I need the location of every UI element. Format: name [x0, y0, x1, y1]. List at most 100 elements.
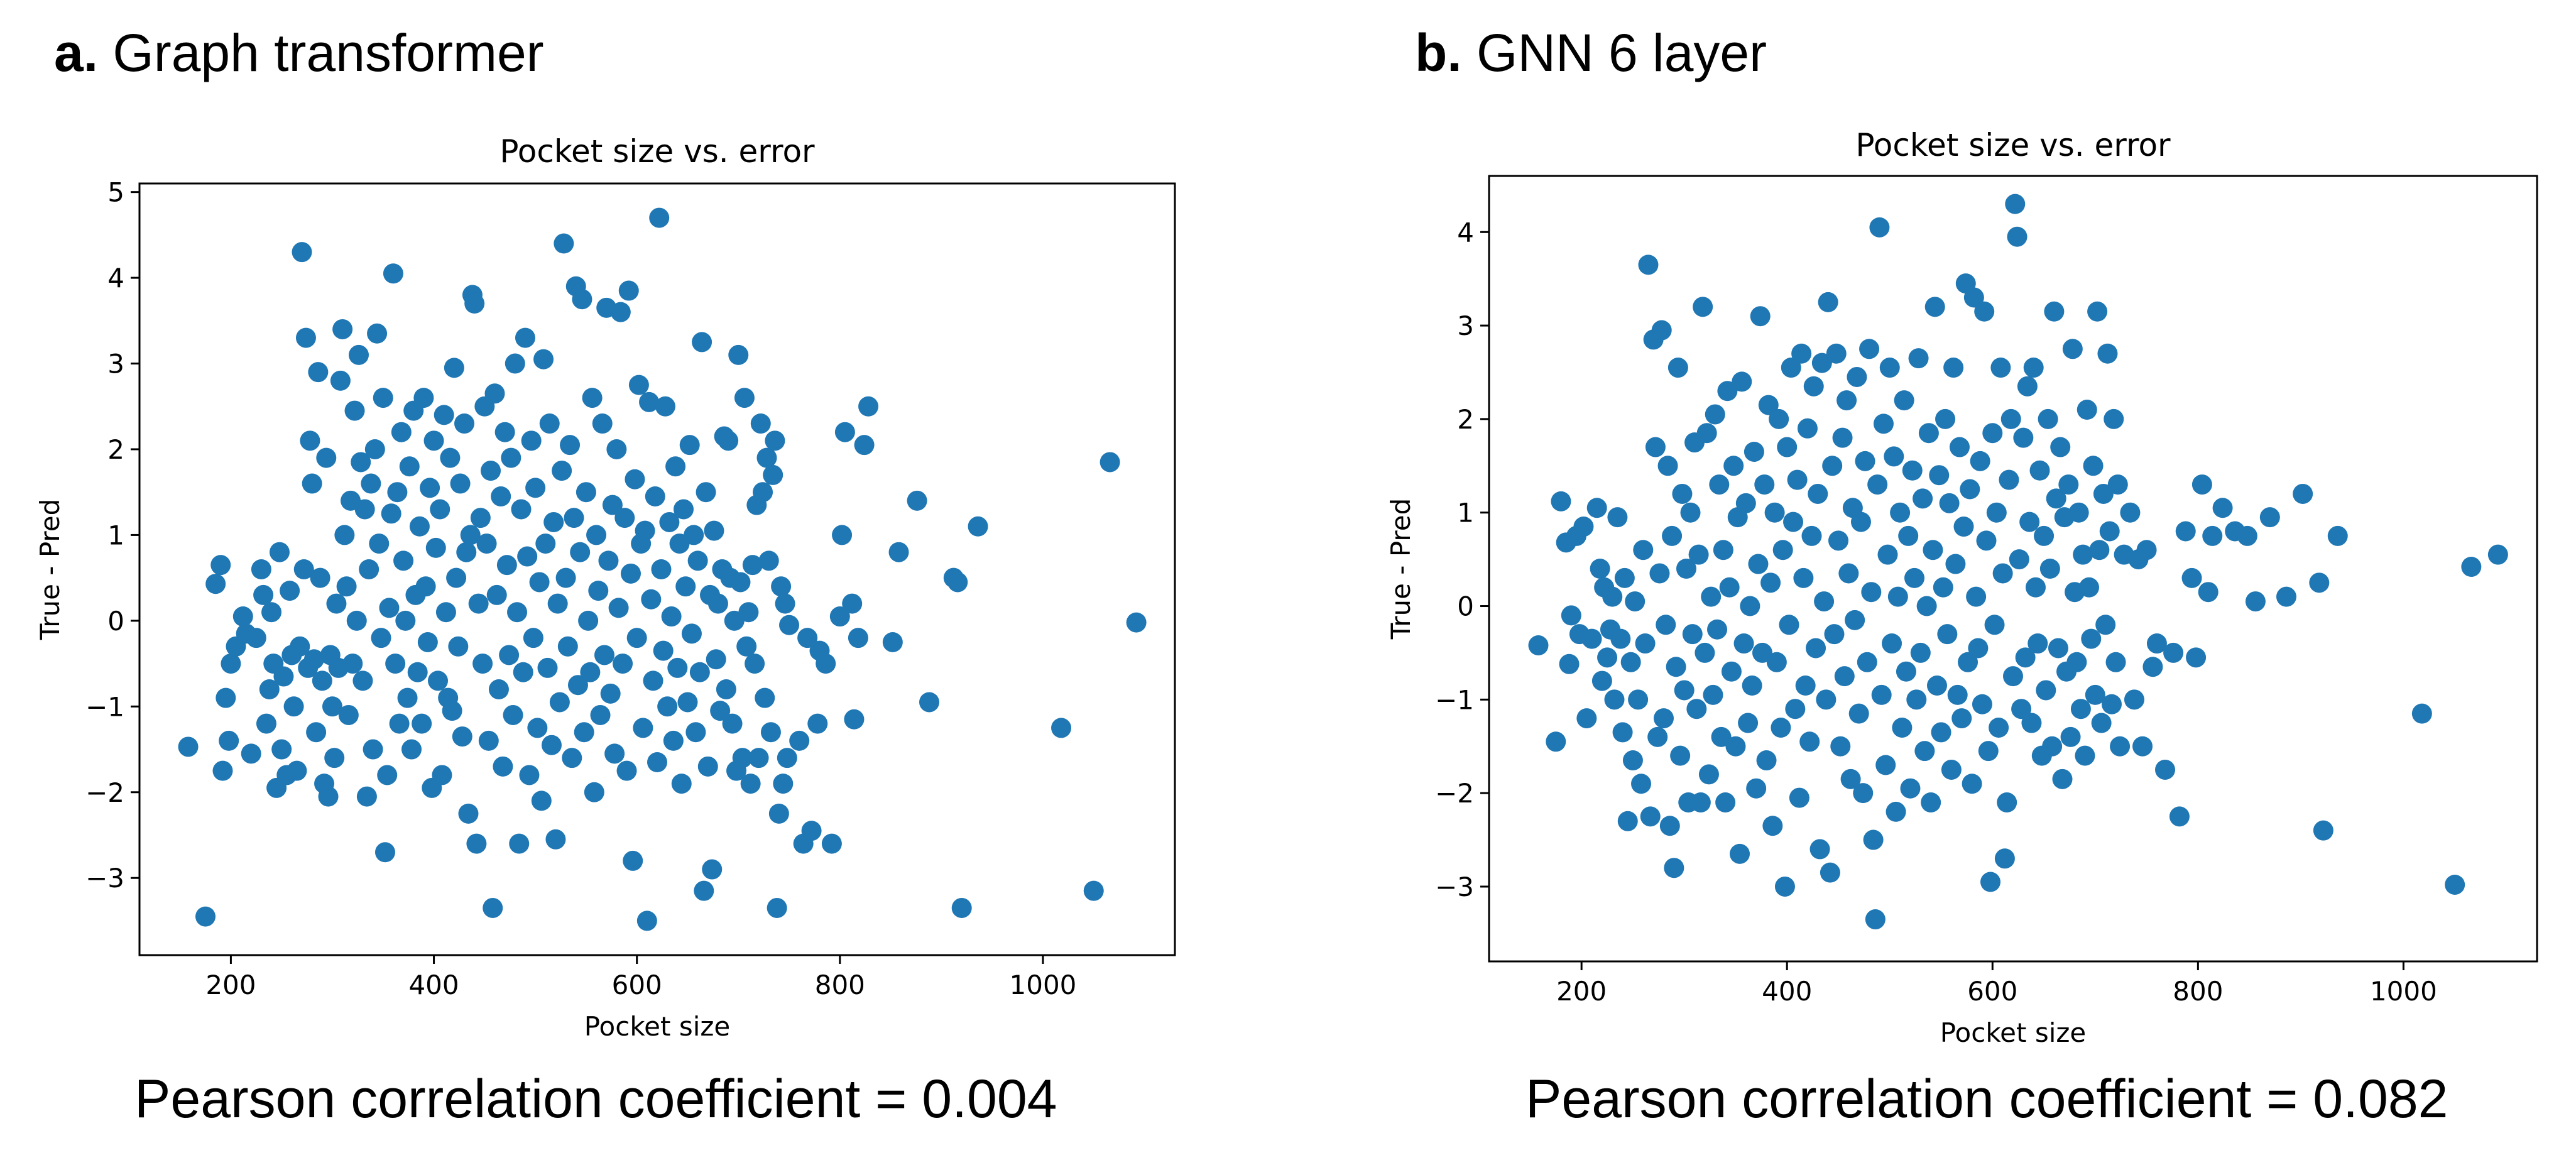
data-point-a — [594, 645, 614, 665]
data-point-a — [777, 748, 797, 768]
data-point-b — [1738, 713, 1759, 733]
data-point-b — [1896, 661, 1916, 682]
data-point-a — [470, 508, 491, 528]
data-point-a — [842, 593, 863, 614]
data-point-a — [466, 833, 487, 854]
data-point-b — [2309, 572, 2330, 593]
data-point-b — [1986, 502, 2007, 523]
data-point-b — [1607, 507, 1628, 528]
data-point-b — [1904, 567, 1925, 588]
data-point-b — [1865, 909, 1886, 930]
data-point-b — [2104, 408, 2124, 429]
data-point-a — [423, 430, 444, 451]
data-point-a — [513, 662, 533, 682]
data-point-b — [1884, 446, 1904, 467]
data-point-b — [2093, 483, 2114, 504]
data-point-b — [1771, 717, 1791, 738]
data-point-a — [312, 670, 332, 691]
data-point-a — [295, 327, 316, 348]
data-point-b — [1528, 635, 1549, 656]
data-point-b — [1693, 297, 1713, 317]
data-point-a — [582, 388, 603, 408]
data-point-b — [2191, 474, 2212, 495]
data-point-b — [2021, 713, 2042, 733]
data-point-b — [1546, 731, 1566, 752]
data-point-a — [947, 572, 968, 593]
data-point-a — [779, 615, 800, 635]
data-point-a — [675, 576, 696, 597]
data-point-a — [212, 760, 233, 781]
data-point-a — [379, 598, 400, 618]
data-point-b — [1662, 525, 1683, 546]
data-point-b — [1649, 563, 1670, 584]
data-point-b — [2259, 507, 2280, 528]
data-point-b — [1779, 615, 1799, 635]
data-point-b — [1869, 217, 1890, 238]
data-point-b — [1625, 591, 1645, 612]
data-point-b — [2169, 806, 2190, 827]
data-point-b — [1941, 759, 1962, 780]
data-point-b — [1997, 792, 2017, 813]
data-point-a — [499, 645, 520, 665]
data-point-b — [1894, 390, 1914, 411]
data-point-a — [567, 675, 588, 696]
data-point-a — [488, 679, 509, 700]
data-point-a — [706, 649, 726, 670]
data-point-b — [1622, 750, 1643, 771]
data-point-a — [552, 461, 572, 481]
data-point-b — [2007, 226, 2028, 247]
data-point-a — [681, 623, 702, 644]
data-point-a — [484, 383, 505, 404]
data-point-a — [503, 704, 523, 725]
data-point-a — [753, 482, 773, 503]
data-point-b — [1614, 567, 1635, 588]
data-point-a — [554, 233, 574, 254]
data-point-b — [1631, 774, 1652, 794]
data-point-a — [645, 486, 665, 507]
data-point-b — [2237, 525, 2257, 546]
data-point-a — [614, 508, 635, 528]
data-point-b — [2155, 759, 2176, 780]
data-point-a — [674, 499, 694, 520]
data-point-b — [2120, 502, 2141, 523]
data-point-a — [393, 550, 414, 571]
data-point-b — [2175, 521, 2196, 542]
data-point-b — [1602, 586, 1623, 607]
data-point-a — [697, 756, 718, 777]
data-point-b — [1666, 657, 1686, 677]
data-point-a — [246, 628, 266, 648]
data-point-b — [1701, 586, 1722, 607]
data-point-a — [734, 388, 755, 408]
data-point-a — [273, 666, 294, 687]
data-point-a — [694, 880, 714, 901]
data-point-b — [1803, 376, 1824, 397]
data-point-b — [2017, 376, 2038, 397]
data-point-a — [287, 760, 307, 781]
data-point-b — [2029, 460, 2050, 481]
data-point-b — [1715, 792, 1736, 813]
data-point-b — [1795, 675, 1816, 696]
data-point-b — [2163, 642, 2184, 663]
data-point-b — [1832, 427, 1853, 448]
data-point-b — [1620, 652, 1641, 672]
y-tick-label-a: 5 — [107, 177, 124, 208]
data-point-b — [1762, 816, 1783, 836]
panel-a-title: Graph transformer — [112, 23, 544, 82]
data-point-a — [738, 602, 759, 623]
data-point-b — [1590, 559, 1610, 579]
data-point-b — [1875, 755, 1896, 775]
data-point-b — [1820, 862, 1840, 883]
data-point-a — [775, 593, 795, 614]
data-point-b — [2073, 544, 2093, 565]
data-point-b — [2009, 549, 2029, 570]
data-point-a — [435, 602, 456, 623]
data-point-a — [848, 628, 868, 648]
data-point-b — [1709, 474, 1730, 495]
data-point-a — [736, 636, 757, 657]
data-point-a — [919, 692, 940, 713]
data-point-a — [692, 332, 712, 353]
data-point-a — [740, 774, 761, 794]
data-point-b — [2097, 343, 2118, 364]
data-point-a — [300, 430, 320, 451]
data-point-a — [578, 610, 599, 631]
